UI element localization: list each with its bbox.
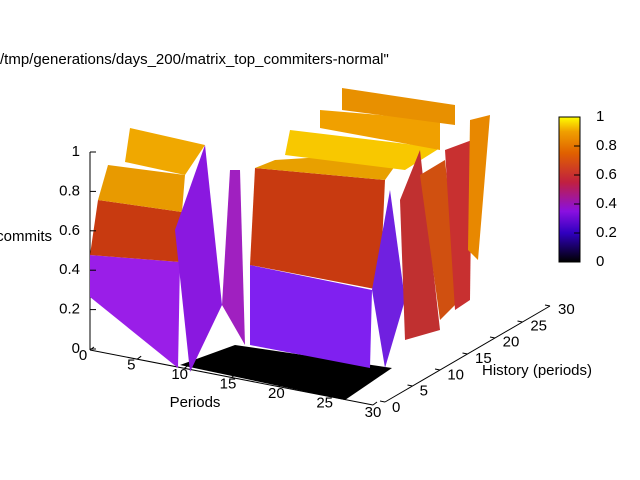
y-tick-label: 30 [558,301,575,318]
x-tick [372,401,378,406]
surface-patch [320,110,440,150]
colorbar-tick-label: 1 [596,108,604,125]
y-tick [489,336,496,339]
surface-patch [250,265,372,368]
surface-patch [372,190,405,368]
colorbar-tick-label: 0.8 [596,137,617,154]
x-tick [184,364,189,369]
x-tick-label: 10 [171,366,188,383]
colorbar-tick-label: 0.4 [596,195,617,212]
z-tick-label: 0 [72,340,80,357]
y-tick-label: 5 [420,383,428,400]
y-tick [462,352,468,355]
x-tick [231,374,236,378]
y-tick-label: 15 [475,350,492,367]
x-tick-label: 30 [365,404,382,421]
x-axis-label: Periods [170,394,221,411]
y-tick [517,320,523,323]
x-tick-label: 0 [79,347,87,364]
y-tick [434,368,441,371]
surface-patch [98,165,185,212]
y-tick-label: 20 [503,334,520,351]
z-tick-label: 1 [72,143,80,160]
surface-patch [90,255,180,368]
z-tick-label: 0.6 [59,222,80,239]
colorbar-tick-label: 0.2 [596,224,617,241]
surface-patch [285,130,440,170]
y-tick-label: 25 [530,317,547,334]
surface-patch [222,170,245,345]
z-axis-label: commits [0,228,52,245]
surface-patch [468,115,490,260]
surface [90,88,490,400]
y-tick [407,384,413,387]
surface-patch [400,150,440,340]
x-tick [136,355,142,360]
surface-patch [420,160,460,320]
z-tick-label: 0.8 [59,182,80,199]
surface-patch [90,200,182,262]
colorbar-tick-label: 0 [596,253,604,270]
chart-title: /tmp/generations/days_200/matrix_top_com… [0,51,389,68]
x-tick [89,346,95,351]
x-tick [278,383,283,388]
x-tick-label: 20 [268,385,285,402]
y-tick-label: 0 [392,399,400,416]
surface-patch [250,168,385,290]
z-tick-label: 0.4 [59,261,80,278]
surface-patch [125,128,205,175]
surface-patch [175,145,222,372]
y-tick [379,400,386,403]
z-tick-label: 0.2 [59,301,80,318]
surface-patch [342,88,455,125]
x-tick [325,392,331,397]
y-tick [544,304,551,307]
surface-floor [180,345,392,400]
y-axis-label: History (periods) [482,362,592,379]
surface-patch [445,140,472,310]
y-tick-label: 10 [447,366,464,383]
colorbar-tick-label: 0.6 [596,166,617,183]
colorbar [558,116,581,263]
x-tick-label: 5 [127,356,135,373]
x-tick-label: 15 [220,375,237,392]
x-tick-label: 25 [316,394,333,411]
